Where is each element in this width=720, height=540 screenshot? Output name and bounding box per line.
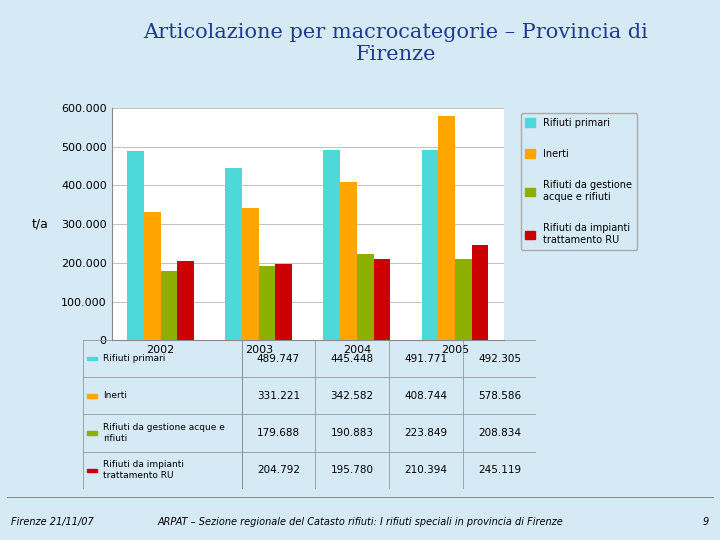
Text: Firenze 21/11/07: Firenze 21/11/07 [11,517,94,526]
Text: 489.747: 489.747 [257,354,300,364]
Bar [87,431,97,435]
Text: Articolazione per macrocategorie – Provincia di
Firenze: Articolazione per macrocategorie – Provi… [143,23,649,64]
Text: Rifiuti primari: Rifiuti primari [103,354,166,363]
Bar [438,116,455,340]
Text: 179.688: 179.688 [257,428,300,438]
Text: ARPAT – Sezione regionale del Catasto rifiuti: I rifiuti speciali in provincia d: ARPAT – Sezione regionale del Catasto ri… [157,517,563,526]
Bar [323,150,340,340]
Text: Rifiuti da impianti
trattamento RU: Rifiuti da impianti trattamento RU [103,461,184,480]
Bar [87,394,97,397]
Text: 195.780: 195.780 [330,465,374,475]
Text: 9: 9 [703,517,709,526]
Text: 492.305: 492.305 [478,354,521,364]
Text: 491.771: 491.771 [404,354,447,364]
Bar [87,357,97,360]
Bar [87,469,97,472]
Text: Rifiuti da gestione acque e
rifiuti: Rifiuti da gestione acque e rifiuti [103,423,225,443]
Bar [374,259,390,340]
Text: 204.792: 204.792 [257,465,300,475]
Text: 245.119: 245.119 [478,465,521,475]
Text: 223.849: 223.849 [404,428,447,438]
Bar [340,182,357,340]
Bar [242,207,258,340]
Bar [276,265,292,340]
Text: 578.586: 578.586 [478,391,521,401]
Text: 342.582: 342.582 [330,391,374,401]
Bar [472,245,488,340]
Text: Inerti: Inerti [103,392,127,400]
Y-axis label: t/a: t/a [32,218,48,231]
Text: 445.448: 445.448 [330,354,374,364]
Text: 190.883: 190.883 [330,428,374,438]
Bar [161,271,177,340]
Bar [422,150,438,340]
Bar [177,261,194,340]
Bar [258,266,276,340]
Bar [357,254,374,340]
Text: 331.221: 331.221 [257,391,300,401]
Text: 208.834: 208.834 [478,428,521,438]
Text: 210.394: 210.394 [405,465,447,475]
Bar [455,259,472,340]
Bar [225,168,242,340]
Bar [127,151,144,340]
Text: 408.744: 408.744 [405,391,447,401]
Bar [144,212,161,340]
Legend: Rifiuti primari, Inerti, Rifiuti da gestione
acque e rifiuti, Rifiuti da impiant: Rifiuti primari, Inerti, Rifiuti da gest… [521,113,637,250]
